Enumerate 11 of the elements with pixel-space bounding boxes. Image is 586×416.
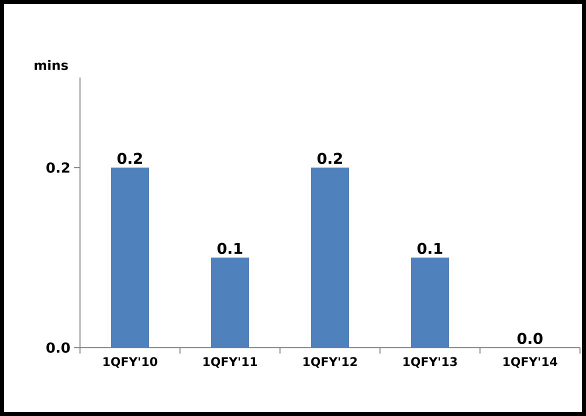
- y-axis-title: mins: [34, 60, 68, 70]
- x-tick-label: 1QFY'10: [104, 357, 158, 368]
- x-tick-label: 1QFY'14: [504, 357, 558, 368]
- data-label: 0.1: [217, 242, 242, 254]
- x-tick-label: 1QFY'12: [304, 357, 357, 368]
- data-label: 0.2: [317, 152, 342, 164]
- x-tick-label: 1QFY'11: [204, 357, 257, 368]
- data-label: 0.2: [117, 152, 142, 164]
- data-label: 0.1: [417, 242, 442, 254]
- data-label: 0.0: [517, 332, 543, 344]
- x-tick-label: 1QFY'13: [404, 357, 457, 368]
